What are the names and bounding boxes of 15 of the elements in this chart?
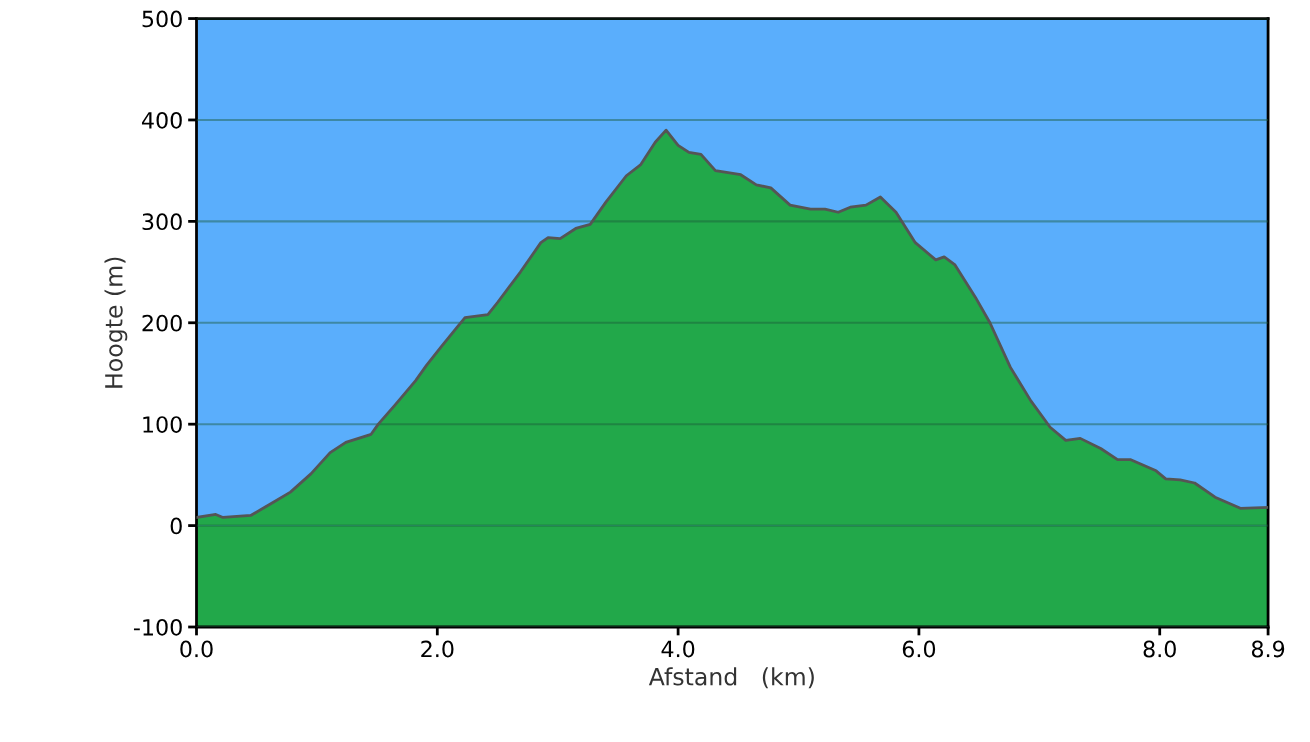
x-tick-label: 4.0 (661, 640, 695, 658)
x-tick-label: 6.0 (902, 640, 936, 658)
y-tick-label: 100 (143, 416, 182, 433)
y-tick-label: 200 (142, 314, 182, 332)
y-tick-label: 0 (170, 517, 182, 535)
x-tick-label: 0.0 (180, 640, 213, 658)
x-tick-label: 8.9 (1251, 640, 1285, 658)
y-tick-label: 400 (141, 111, 182, 129)
y-tick-label: 500 (142, 10, 182, 28)
y-tick-label: 300 (142, 213, 182, 231)
y-axis-title: Hoogte (m) (104, 257, 128, 388)
x-axis-title: Afstand (km) (648, 667, 814, 689)
x-tick-label: 2.0 (421, 640, 454, 658)
x-tick-label: 8.0 (1143, 640, 1176, 658)
y-tick-label: -100 (133, 618, 182, 636)
